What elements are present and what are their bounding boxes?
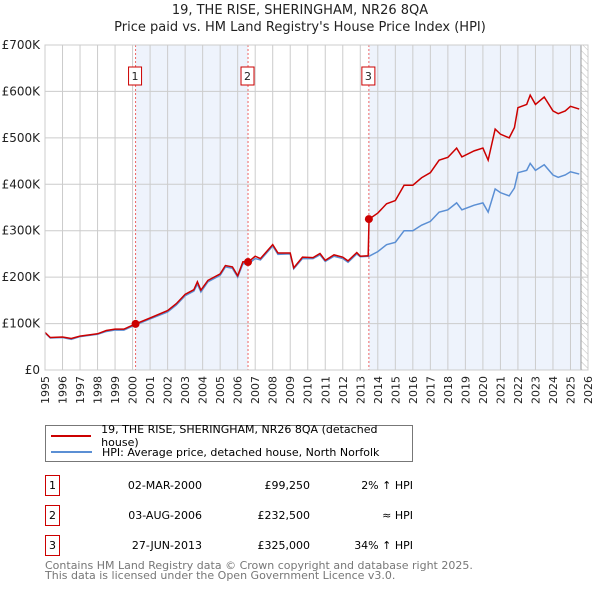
- sale-row: 1 02-MAR-2000 £99,250 2% ↑ HPI: [45, 475, 413, 497]
- x-tick-label: 2023: [529, 376, 542, 404]
- footer-licence: This data is licensed under the Open Gov…: [45, 569, 396, 582]
- series-line: [44, 161, 580, 341]
- shaded-period: [135, 45, 249, 370]
- y-tick-label: £500K: [2, 131, 42, 145]
- sale-price: £325,000: [257, 539, 311, 552]
- sale-row: 3 27-JUN-2013 £325,000 34% ↑ HPI: [45, 535, 413, 557]
- x-tick-label: 1996: [57, 376, 70, 404]
- x-tick-label: 2022: [512, 376, 525, 404]
- sale-number: 3: [45, 535, 60, 556]
- legend-swatch-red: [51, 435, 92, 437]
- forecast-hatch: [580, 45, 588, 370]
- x-tick-label: 2009: [284, 376, 297, 404]
- chart-title: 19, THE RISE, SHERINGHAM, NR26 8QA: [171, 3, 429, 18]
- sale-point: [244, 258, 253, 267]
- legend-item-property: 19, THE RISE, SHERINGHAM, NR26 8QA (deta…: [51, 423, 412, 449]
- sale-price: £232,500: [257, 509, 311, 522]
- x-tick-label: 2010: [302, 376, 315, 404]
- x-tick-label: 2018: [442, 376, 455, 404]
- sale-number: 1: [45, 475, 60, 496]
- legend-item-hpi: HPI: Average price, detached house, Nort…: [51, 444, 379, 460]
- sale-label-box: [128, 66, 143, 86]
- x-tick-label: 2019: [459, 376, 472, 404]
- x-tick-label: 1997: [74, 376, 87, 404]
- x-tick-label: 2008: [267, 376, 280, 404]
- x-tick-label: 2005: [214, 376, 227, 404]
- series-line: [44, 93, 580, 340]
- y-tick-label: £700K: [2, 38, 42, 52]
- sale-hpi-comparison: 2% ↑ HPI: [361, 479, 413, 492]
- shaded-period: [368, 45, 581, 370]
- legend-label: HPI: Average price, detached house, Nort…: [102, 445, 380, 459]
- x-tick-label: 2012: [337, 376, 350, 404]
- legend-label: 19, THE RISE, SHERINGHAM, NR26 8QA (deta…: [101, 423, 378, 449]
- x-tick-label: 2021: [494, 376, 507, 404]
- sale-date: 02-MAR-2000: [127, 479, 202, 492]
- x-tick-label: 2002: [162, 376, 175, 404]
- x-tick-label: 1998: [92, 376, 105, 404]
- sale-date: 03-AUG-2006: [128, 509, 202, 522]
- x-tick-label: 2013: [354, 376, 367, 404]
- legend-swatch-blue: [51, 451, 92, 453]
- chart-subtitle: Price paid vs. HM Land Registry's House …: [114, 20, 486, 35]
- y-tick-label: £300K: [2, 224, 42, 238]
- x-tick-label: 2011: [319, 376, 332, 404]
- sale-hpi-comparison: 34% ↑ HPI: [354, 539, 413, 552]
- x-tick-label: 2007: [249, 376, 262, 404]
- sale-number: 2: [45, 505, 60, 526]
- sale-label: 1: [132, 70, 139, 83]
- y-tick-label: £200K: [2, 270, 42, 284]
- sale-row: 2 03-AUG-2006 £232,500 ≈ HPI: [45, 505, 413, 527]
- sale-label: 2: [244, 70, 251, 83]
- sale-point: [364, 215, 373, 224]
- plot-border: [44, 44, 589, 371]
- x-tick-label: 2006: [232, 376, 245, 404]
- y-tick-label: £100K: [2, 317, 42, 331]
- sale-label-box: [240, 66, 255, 86]
- price-chart: 1995 1996 1997 1998 1999 2000 2001 2002 2003 2004…: [2, 38, 595, 404]
- sale-date: 27-JUN-2013: [131, 539, 202, 552]
- x-tick-label: 1995: [39, 376, 52, 404]
- x-tick-label: 2004: [197, 376, 210, 404]
- x-tick-label: 2015: [389, 376, 402, 404]
- sale-hpi-comparison: ≈ HPI: [382, 509, 413, 522]
- x-tick-label: 2016: [407, 376, 420, 404]
- x-tick-label: 2000: [127, 376, 140, 404]
- sale-label: 3: [365, 70, 372, 83]
- y-tick-label: £0: [25, 363, 40, 377]
- sale-price: £99,250: [264, 479, 311, 492]
- x-tick-label: 1999: [109, 376, 122, 404]
- x-tick-label: 2026: [582, 376, 595, 404]
- x-tick-label: 2020: [477, 376, 490, 404]
- sale-label-box: [361, 66, 376, 86]
- x-tick-label: 2001: [144, 376, 157, 404]
- y-tick-label: £400K: [2, 177, 42, 191]
- x-tick-label: 2014: [372, 376, 385, 404]
- y-tick-label: £600K: [2, 84, 42, 98]
- x-tick-label: 2025: [564, 376, 577, 404]
- x-tick-label: 2024: [547, 376, 560, 404]
- legend: 19, THE RISE, SHERINGHAM, NR26 8QA (deta…: [45, 423, 413, 462]
- x-tick-label: 2017: [424, 376, 437, 404]
- x-tick-label: 2003: [179, 376, 192, 404]
- sale-point: [131, 319, 140, 328]
- footer-copyright: Contains HM Land Registry data © Crown c…: [45, 559, 473, 572]
